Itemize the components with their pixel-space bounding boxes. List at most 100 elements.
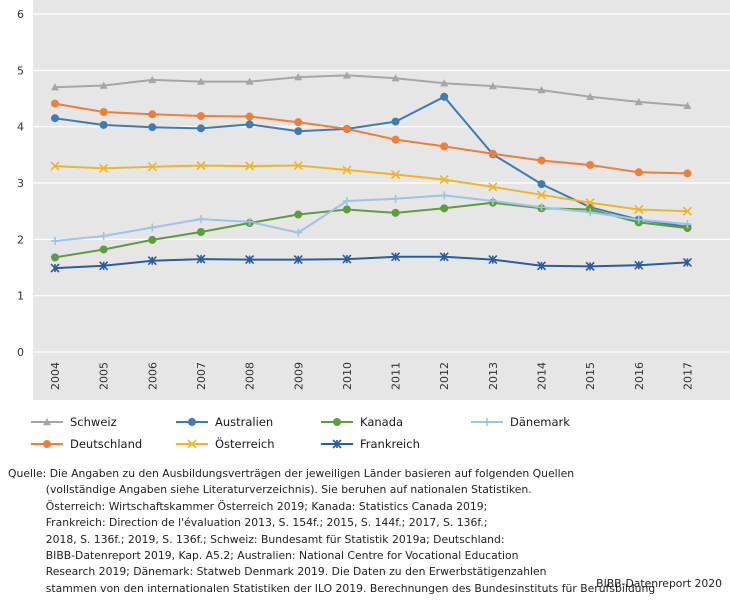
x-tick-label: 2012 [438,362,451,390]
marker-circle [245,112,254,121]
gridlines [33,13,730,353]
source-line: Research 2019; Dänemark: Statweb Denmark… [8,565,547,579]
marker-star [332,439,342,449]
marker-triangle [634,97,643,106]
marker-plus [537,203,546,212]
legend-swatch [471,418,503,426]
marker-circle [245,120,254,129]
marker-x [390,169,401,180]
marker-triangle [683,101,692,110]
marker-circle [148,235,157,244]
legend-item: Australien [175,412,273,432]
x-tick-label: 2016 [633,362,646,390]
marker-plus [51,237,59,246]
marker-circle [148,123,157,132]
marker-circle [148,110,157,119]
marker-triangle [440,79,449,87]
legend-item: Österreich [175,434,275,454]
marker-plus [440,191,449,200]
y-tick-label: 4 [17,121,24,134]
legend-item: Frankreich [320,434,420,454]
x-tick-label: 2006 [146,362,159,390]
legend-label: Schweiz [70,415,117,429]
marker-x [682,206,693,216]
source-line: stammen von den internationalen Statisti… [8,581,656,595]
marker-triangle [245,77,254,85]
x-tick-label: 2008 [244,362,257,390]
marker-plus [488,197,497,206]
series-lines [54,74,688,270]
legend-item: Kanada [320,412,403,432]
marker-circle [294,118,303,127]
x-tick-label: 2014 [536,362,549,390]
marker-circle [391,208,400,217]
x-axis-ticks: 2004 2005 2006 2007 2008 2009 2010 2011 2012 2013… [49,362,694,390]
marker-triangle [51,83,59,91]
marker-star [634,260,644,270]
marker-circle [51,114,59,123]
marker-triangle [43,418,51,426]
marker-star [439,252,449,262]
marker-x [634,204,644,215]
marker-circle [188,418,196,426]
marker-star [293,255,303,265]
series-line [54,164,688,213]
marker-circle [440,204,449,213]
marker-plus [586,208,595,217]
marker-star [245,255,255,265]
marker-circle [196,228,205,237]
marker-star [585,261,595,271]
marker-x [342,165,352,175]
legend-swatch [31,440,63,448]
source-line: Österreich: Wirtschaftskammer Österreich… [8,499,488,513]
marker-x [488,182,498,192]
series-markers [50,71,693,273]
marker-x [147,162,157,172]
legend-item: Dänemark [470,412,570,432]
marker-circle [342,205,351,214]
marker-triangle [148,75,157,84]
marker-triangle [488,82,497,90]
marker-circle [294,210,303,219]
marker-plus [99,231,108,240]
series-line [54,255,688,270]
marker-circle [43,440,51,448]
series-line [54,74,688,107]
marker-x [187,439,197,449]
marker-x [293,160,303,171]
y-tick-label: 2 [17,233,24,246]
marker-x [439,175,449,185]
marker-plus [391,194,400,203]
marker-triangle [586,92,595,101]
legend-swatch [321,418,353,426]
legend-label: Australien [215,415,274,429]
marker-star [390,252,401,262]
marker-circle [586,160,595,169]
marker-circle [537,156,546,165]
marker-plus [634,215,643,224]
legend-label: Deutschland [70,437,143,451]
marker-plus [683,220,692,229]
legend-label: Österreich [215,437,275,451]
marker-x [245,161,255,171]
marker-star [536,261,547,271]
marker-circle [196,124,205,133]
marker-circle [51,253,59,262]
series-line [54,102,688,175]
marker-circle [634,168,643,177]
source-note: Quelle: Die Angaben zu den Ausbildungsve… [8,466,656,597]
marker-plus [342,197,351,206]
marker-star [682,257,693,267]
marker-triangle [342,71,351,79]
marker-triangle [99,81,108,89]
legend-label: Kanada [360,415,404,429]
marker-circle [440,142,449,151]
marker-circle [333,418,341,426]
marker-circle [99,245,108,254]
marker-star [147,256,157,266]
report-credit: BIBB-Datenreport 2020 [596,577,722,590]
y-tick-label: 1 [17,290,24,303]
series-line [54,201,688,259]
x-tick-label: 2011 [390,362,403,390]
marker-star [50,263,60,273]
